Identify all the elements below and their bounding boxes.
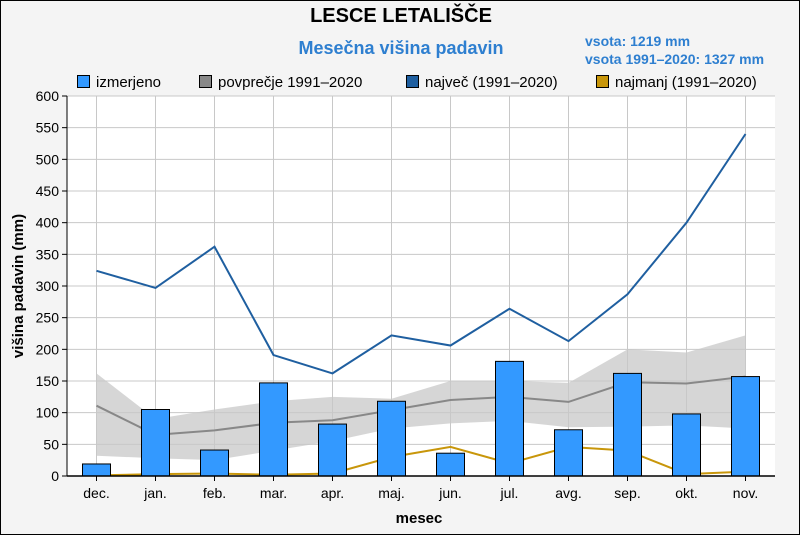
x-tick-label: apr. — [321, 485, 344, 501]
bar-measured — [141, 409, 170, 477]
y-tick-label: 250 — [36, 310, 60, 326]
bar-measured — [672, 413, 701, 477]
y-tick-label: 300 — [36, 278, 60, 294]
legend-item-average[interactable]: povprečje 1991–2020 — [199, 74, 362, 91]
x-tick-label: jan. — [143, 485, 167, 501]
legend-swatch — [199, 75, 212, 88]
bar-measured — [731, 376, 760, 477]
bar-measured — [318, 423, 347, 477]
x-tick-label: jul. — [500, 485, 519, 501]
series-line-max — [96, 133, 747, 375]
y-tick-label: 100 — [36, 405, 60, 421]
legend-label: najmanj (1991–2020) — [615, 74, 757, 91]
bar-measured — [613, 372, 642, 477]
average-range-band — [96, 335, 746, 461]
legend-label: največ (1991–2020) — [425, 74, 558, 91]
y-tick-label: 150 — [36, 373, 60, 389]
y-tick-label: 0 — [51, 468, 59, 484]
x-axis-label: mesec — [396, 510, 443, 527]
bar-measured — [495, 360, 524, 477]
y-tick-label: 200 — [36, 341, 60, 357]
bar-measured — [200, 449, 229, 477]
y-tick-label: 550 — [36, 120, 60, 136]
bar-measured — [436, 452, 465, 477]
legend-item-min[interactable]: najmanj (1991–2020) — [596, 74, 757, 91]
y-tick-label: 500 — [36, 151, 60, 167]
bar-measured — [554, 429, 583, 477]
x-tick-label: okt. — [675, 485, 698, 501]
legend-item-measured[interactable]: izmerjeno — [77, 74, 161, 91]
y-tick-label: 450 — [36, 183, 60, 199]
x-tick-label: feb. — [203, 485, 226, 501]
y-tick-label: 50 — [43, 436, 59, 452]
y-tick-label: 400 — [36, 215, 60, 231]
y-axis-label: višina padavin (mm) — [10, 214, 27, 358]
legend-item-max[interactable]: največ (1991–2020) — [406, 74, 558, 91]
sum-label: vsota: 1219 mm — [585, 33, 691, 49]
chart-subtitle: Mesečna višina padavin — [298, 38, 504, 58]
x-tick-label: nov. — [733, 485, 758, 501]
legend-swatch — [406, 75, 419, 88]
sum-normal-label: vsota 1991–2020: 1327 mm — [585, 51, 765, 67]
bar-measured — [259, 382, 288, 477]
bar-measured — [377, 400, 406, 477]
legend-swatch — [77, 75, 90, 88]
bar-measured — [82, 463, 111, 477]
x-tick-label: mar. — [260, 485, 287, 501]
y-tick-label: 600 — [36, 88, 60, 104]
x-tick-label: jun. — [438, 485, 462, 501]
x-tick-label: maj. — [378, 485, 404, 501]
legend-label: izmerjeno — [96, 74, 162, 91]
x-tick-label: avg. — [555, 485, 581, 501]
y-tick-label: 350 — [36, 246, 60, 262]
x-tick-label: sep. — [614, 485, 640, 501]
legend-swatch — [596, 75, 609, 88]
x-tick-label: dec. — [83, 485, 109, 501]
legend-label: povprečje 1991–2020 — [218, 74, 363, 91]
chart-title: LESCE LETALIŠČE — [310, 5, 492, 27]
